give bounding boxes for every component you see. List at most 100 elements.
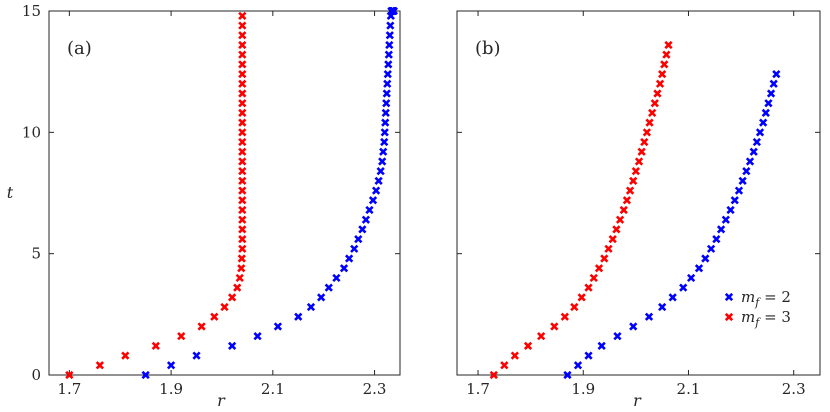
data-point bbox=[238, 31, 247, 40]
data-point bbox=[764, 99, 773, 108]
data-point bbox=[560, 312, 569, 321]
data-point bbox=[752, 137, 761, 147]
data-point bbox=[694, 264, 704, 273]
x-tick-label: 2.3 bbox=[782, 380, 806, 398]
data-point bbox=[368, 196, 378, 205]
data-point bbox=[382, 89, 391, 98]
data-point bbox=[619, 205, 628, 215]
data-point bbox=[600, 254, 609, 263]
data-point bbox=[238, 196, 247, 205]
data-point bbox=[220, 302, 229, 312]
data-point bbox=[772, 69, 781, 79]
x-axis-label: r bbox=[217, 391, 226, 410]
data-point bbox=[716, 225, 726, 234]
data-point bbox=[523, 341, 533, 350]
data-point bbox=[631, 167, 640, 176]
data-point bbox=[660, 60, 669, 69]
data-point bbox=[339, 264, 349, 273]
data-point bbox=[615, 215, 625, 224]
data-point bbox=[354, 234, 363, 244]
data-point bbox=[594, 264, 604, 273]
data-point bbox=[570, 302, 579, 312]
data-point bbox=[238, 215, 247, 224]
data-point bbox=[500, 361, 509, 370]
data-point bbox=[238, 176, 247, 185]
data-point bbox=[228, 341, 237, 350]
data-point bbox=[238, 89, 247, 98]
data-point bbox=[679, 283, 688, 292]
data-point bbox=[662, 50, 671, 59]
x-axis-label: r bbox=[633, 391, 642, 410]
panel-b: 1.7 1.9 2.1 2.3 r (b) mf = 2mf = 3 bbox=[456, 10, 821, 410]
legend-marker bbox=[724, 312, 734, 322]
data-point bbox=[238, 50, 247, 59]
data-point bbox=[166, 361, 176, 370]
data-point bbox=[238, 244, 247, 253]
data-point bbox=[389, 6, 399, 16]
data-point bbox=[537, 332, 546, 341]
x-tick-label: 1.7 bbox=[57, 380, 81, 398]
data-point bbox=[192, 351, 201, 360]
data-point bbox=[644, 312, 654, 321]
data-point bbox=[577, 293, 586, 302]
data-point bbox=[197, 322, 206, 331]
data-point bbox=[235, 273, 244, 283]
data-point bbox=[645, 118, 654, 127]
y-axis-label: t bbox=[7, 183, 14, 202]
y-axis: 0 5 10 15 bbox=[22, 2, 400, 384]
series-red bbox=[65, 11, 247, 380]
data-point bbox=[381, 108, 390, 118]
data-point bbox=[686, 273, 696, 283]
data-point bbox=[238, 128, 247, 137]
data-point bbox=[371, 186, 381, 195]
data-point bbox=[597, 341, 606, 350]
data-point bbox=[653, 89, 662, 98]
data-point bbox=[664, 40, 673, 50]
data-point bbox=[386, 21, 395, 30]
data-point bbox=[332, 273, 341, 283]
panel-a: 1.7 1.9 2.1 2.3 0 5 10 15 r t (a) bbox=[7, 2, 401, 410]
data-point bbox=[324, 283, 333, 292]
data-point bbox=[730, 196, 739, 205]
data-point bbox=[350, 244, 359, 253]
x-tick-label: 1.7 bbox=[466, 380, 490, 398]
data-point bbox=[384, 50, 393, 59]
data-point bbox=[637, 147, 646, 156]
plot-area bbox=[48, 10, 401, 376]
data-point bbox=[379, 147, 388, 156]
legend-label: mf = 2 bbox=[741, 288, 791, 309]
data-point bbox=[210, 312, 219, 321]
data-point bbox=[749, 147, 758, 156]
data-point bbox=[121, 351, 130, 360]
legend-label: mf = 3 bbox=[741, 308, 791, 329]
data-point bbox=[238, 147, 247, 156]
data-point bbox=[712, 234, 721, 244]
data-point bbox=[385, 31, 394, 40]
data-point bbox=[141, 370, 150, 380]
data-point bbox=[701, 254, 710, 263]
data-point bbox=[655, 79, 665, 88]
data-point bbox=[668, 293, 677, 302]
data-point bbox=[650, 99, 659, 108]
series-blue bbox=[563, 69, 781, 380]
data-point bbox=[238, 118, 247, 127]
data-point bbox=[629, 322, 638, 331]
data-point bbox=[755, 128, 765, 137]
data-point bbox=[383, 69, 392, 79]
data-point bbox=[721, 215, 730, 224]
data-point bbox=[742, 167, 751, 176]
data-point bbox=[658, 69, 667, 79]
data-point bbox=[734, 186, 744, 195]
data-point bbox=[612, 225, 621, 234]
data-point bbox=[237, 254, 246, 263]
data-point bbox=[658, 302, 667, 312]
data-point bbox=[622, 196, 632, 205]
data-point bbox=[648, 108, 657, 118]
data-point bbox=[378, 157, 387, 166]
data-point bbox=[361, 215, 371, 224]
data-point bbox=[374, 176, 383, 185]
data-point bbox=[365, 205, 374, 215]
series-red bbox=[489, 40, 673, 380]
x-axis: 1.7 1.9 2.1 2.3 bbox=[57, 11, 386, 398]
data-point bbox=[177, 332, 186, 341]
